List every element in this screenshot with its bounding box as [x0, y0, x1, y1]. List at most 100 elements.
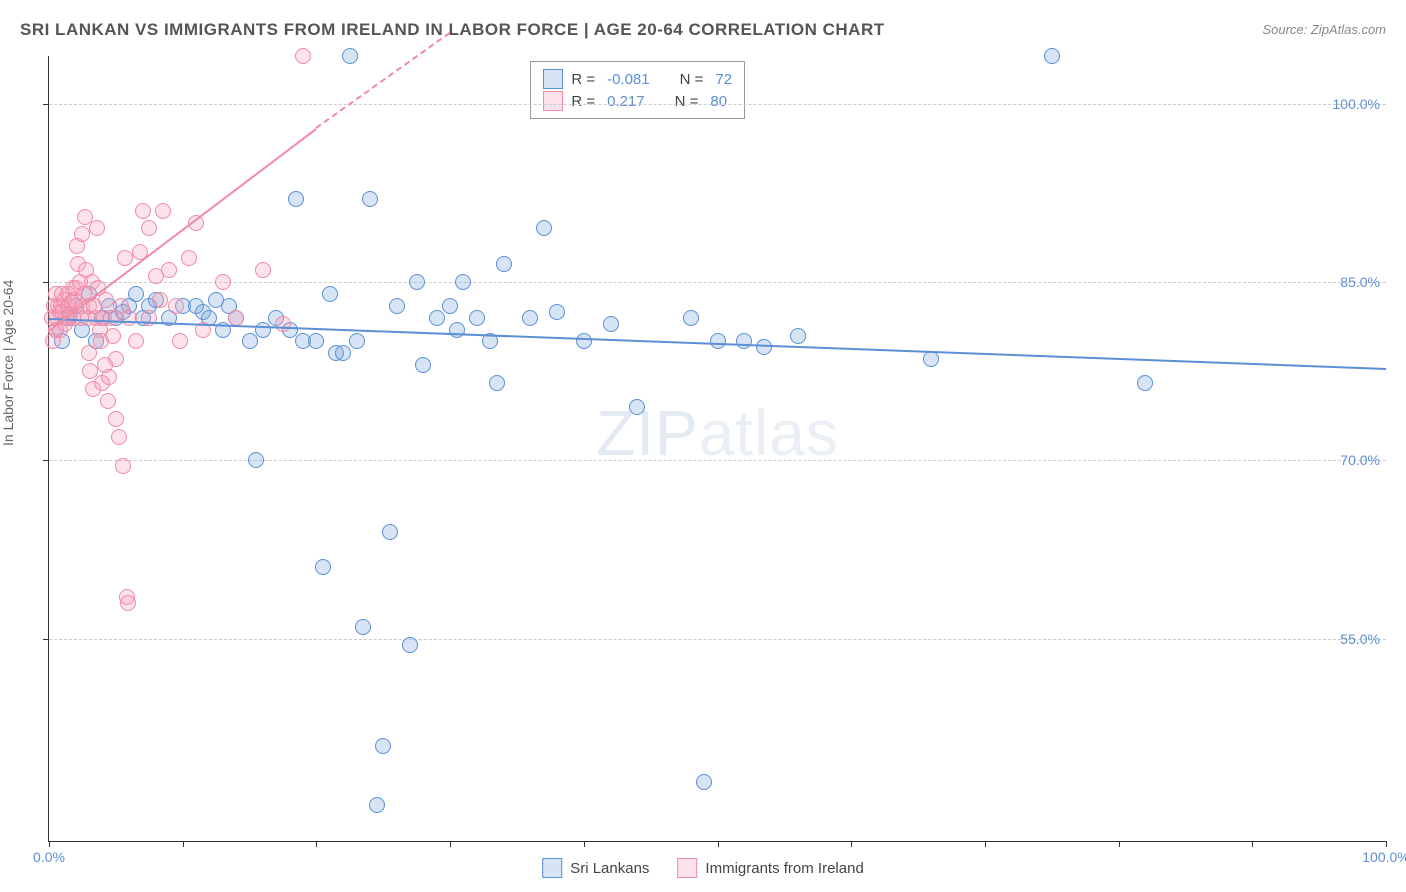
data-point [736, 333, 752, 349]
data-point [1044, 48, 1060, 64]
x-tick-mark [718, 841, 719, 847]
stat-n-value: 72 [715, 71, 732, 88]
data-point [100, 393, 116, 409]
data-point [181, 250, 197, 266]
data-point [576, 333, 592, 349]
y-tick-label: 55.0% [1340, 631, 1380, 647]
x-tick-label: 0.0% [33, 849, 65, 865]
x-tick-mark [450, 841, 451, 847]
data-point [402, 637, 418, 653]
legend-item: Sri Lankans [542, 858, 649, 878]
data-point [74, 226, 90, 242]
chart-title: SRI LANKAN VS IMMIGRANTS FROM IRELAND IN… [20, 20, 885, 40]
data-point [522, 310, 538, 326]
x-tick-mark [316, 841, 317, 847]
source-attribution: Source: ZipAtlas.com [1262, 22, 1386, 37]
data-point [168, 298, 184, 314]
trend-line-extrapolated [316, 32, 451, 129]
data-point [275, 316, 291, 332]
data-point [442, 298, 458, 314]
legend-label: Immigrants from Ireland [705, 860, 863, 877]
legend-swatch [543, 91, 563, 111]
data-point [242, 333, 258, 349]
y-tick-label: 85.0% [1340, 274, 1380, 290]
series-legend: Sri Lankans Immigrants from Ireland [542, 858, 864, 878]
legend-swatch [543, 69, 563, 89]
data-point [603, 316, 619, 332]
data-point [120, 595, 136, 611]
data-point [496, 256, 512, 272]
x-tick-mark [1119, 841, 1120, 847]
data-point [215, 274, 231, 290]
data-point [255, 322, 271, 338]
data-point [295, 48, 311, 64]
data-point [429, 310, 445, 326]
legend-item: Immigrants from Ireland [677, 858, 863, 878]
data-point [308, 333, 324, 349]
data-point [152, 292, 168, 308]
data-point [228, 310, 244, 326]
x-tick-mark [183, 841, 184, 847]
data-point [288, 191, 304, 207]
data-point [248, 452, 264, 468]
data-point [469, 310, 485, 326]
x-tick-label: 100.0% [1362, 849, 1406, 865]
data-point [108, 351, 124, 367]
y-tick-label: 70.0% [1340, 452, 1380, 468]
data-point [255, 262, 271, 278]
data-point [121, 310, 137, 326]
data-point [549, 304, 565, 320]
data-point [172, 333, 188, 349]
data-point [115, 458, 131, 474]
data-point [81, 345, 97, 361]
data-point [105, 328, 121, 344]
y-tick-mark [43, 460, 49, 461]
data-point [696, 774, 712, 790]
y-tick-mark [43, 282, 49, 283]
y-tick-label: 100.0% [1333, 96, 1380, 112]
data-point [710, 333, 726, 349]
gridline [49, 282, 1386, 283]
stat-n-label: N = [675, 93, 699, 110]
data-point [536, 220, 552, 236]
data-point [155, 203, 171, 219]
data-point [111, 429, 127, 445]
data-point [349, 333, 365, 349]
data-point [101, 369, 117, 385]
data-point [790, 328, 806, 344]
y-axis-label: In Labor Force | Age 20-64 [0, 280, 16, 446]
stat-n-label: N = [680, 71, 704, 88]
data-point [108, 411, 124, 427]
data-point [315, 559, 331, 575]
legend-swatch [677, 858, 697, 878]
data-point [923, 351, 939, 367]
data-point [756, 339, 772, 355]
data-point [355, 619, 371, 635]
stat-r-value: 0.217 [607, 93, 645, 110]
data-point [128, 333, 144, 349]
data-point [415, 357, 431, 373]
data-point [389, 298, 405, 314]
data-point [161, 262, 177, 278]
x-tick-mark [1386, 841, 1387, 847]
data-point [89, 220, 105, 236]
stat-n-value: 80 [710, 93, 727, 110]
data-point [1137, 375, 1153, 391]
watermark-atlas: atlas [699, 397, 839, 469]
data-point [128, 286, 144, 302]
data-point [335, 345, 351, 361]
x-tick-mark [985, 841, 986, 847]
data-point [322, 286, 338, 302]
data-point [629, 399, 645, 415]
data-point [135, 203, 151, 219]
data-point [117, 250, 133, 266]
x-tick-mark [851, 841, 852, 847]
data-point [369, 797, 385, 813]
data-point [98, 292, 114, 308]
y-tick-mark [43, 639, 49, 640]
data-point [141, 220, 157, 236]
correlation-legend: R = -0.081N = 72R = 0.217N = 80 [530, 61, 745, 119]
legend-label: Sri Lankans [570, 860, 649, 877]
data-point [455, 274, 471, 290]
legend-row: R = 0.217N = 80 [543, 91, 732, 111]
